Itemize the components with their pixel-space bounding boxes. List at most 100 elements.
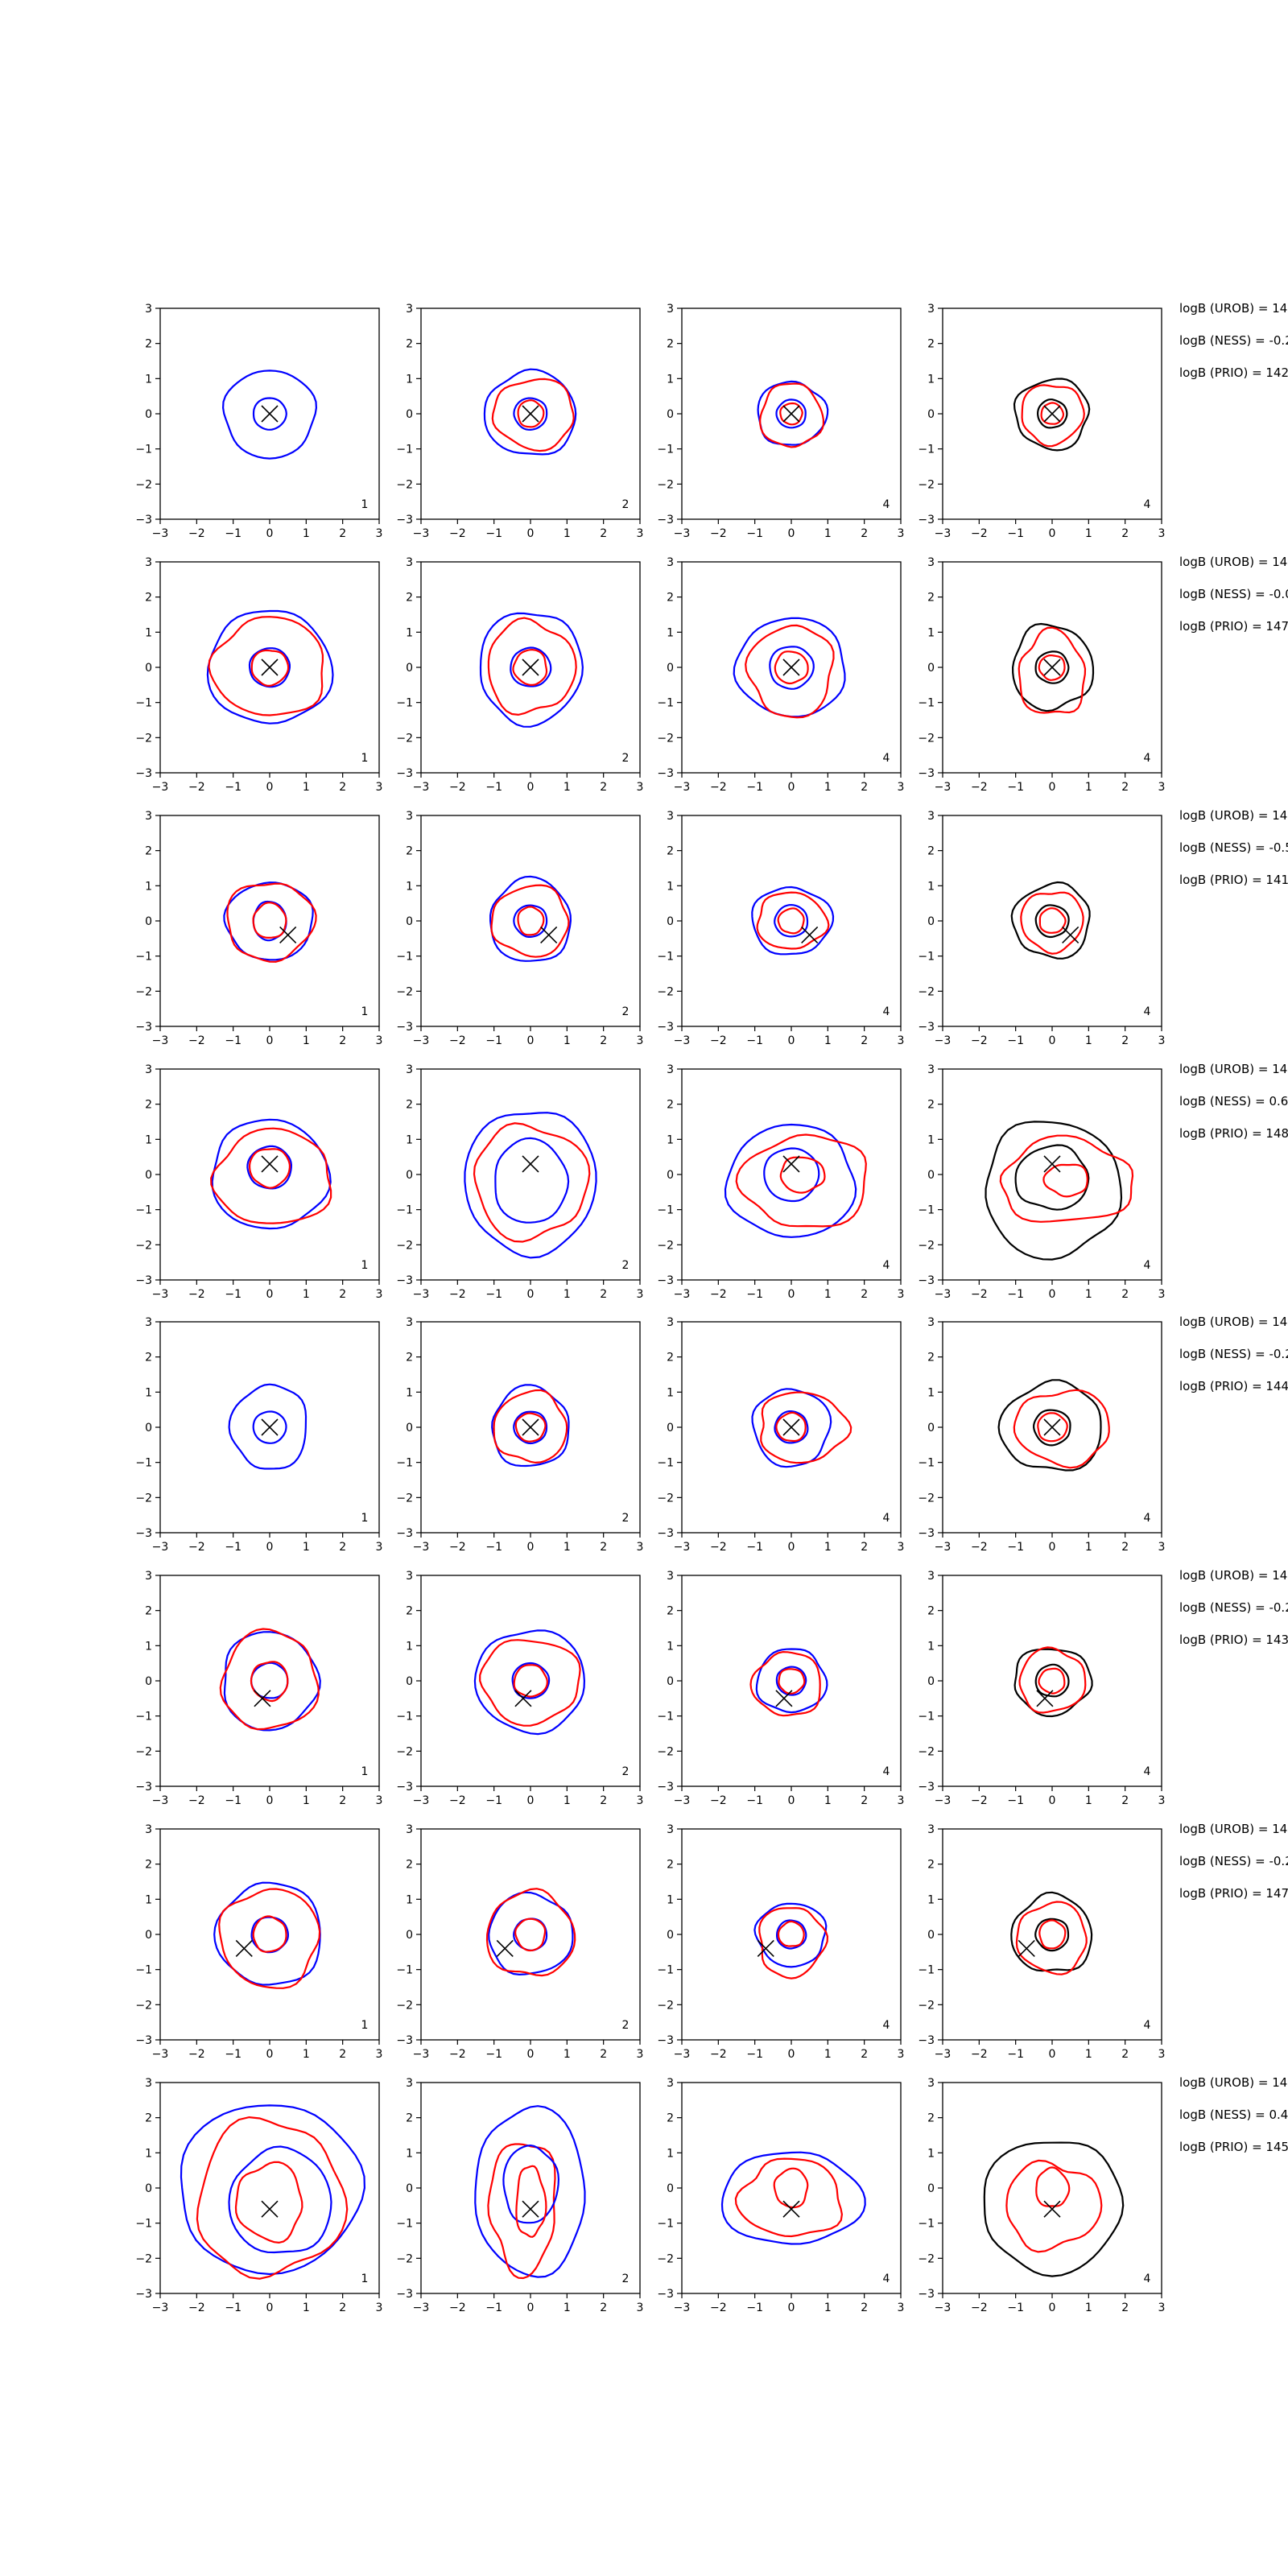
x-marker (522, 1155, 539, 1173)
y-tick-label: 3 (406, 810, 413, 823)
y-tick-label: −3 (918, 1274, 935, 1287)
x-tick-label: −1 (225, 2301, 242, 2314)
x-tick-label: −3 (413, 1034, 430, 1047)
x-marker (1043, 1418, 1061, 1436)
x-tick-label: 2 (600, 1541, 607, 1554)
red-contour (779, 402, 803, 426)
blue-contour (483, 368, 577, 456)
x-tick-label: −3 (413, 781, 430, 794)
red-contour (777, 1920, 805, 1947)
red-contour (485, 1888, 576, 1977)
x-marker (782, 1155, 800, 1173)
corner-label: 2 (622, 498, 630, 511)
black-contour (1034, 1663, 1070, 1698)
black-contour (1034, 650, 1070, 684)
x-marker (540, 926, 558, 944)
x-tick-label: −1 (225, 1541, 242, 1554)
x-tick-label: 1 (824, 781, 832, 794)
y-tick-label: 2 (406, 1099, 413, 1112)
panel-r2-c1: −3−3 −2 −2 −1 −1 0 0 1 1 2 2 3 3 1 (135, 556, 382, 794)
x-tick-label: −1 (225, 1288, 242, 1301)
x-tick-label: 1 (303, 2048, 310, 2061)
x-marker (757, 1939, 774, 1958)
y-tick-label: 1 (406, 1640, 413, 1653)
x-tick-label: −2 (449, 2301, 466, 2314)
y-tick-label: −1 (135, 697, 152, 710)
x-tick-label: −1 (225, 1794, 242, 1807)
red-contour (512, 648, 548, 686)
y-tick-label: 2 (667, 1099, 674, 1112)
y-tick-label: 0 (145, 662, 152, 675)
y-tick-label: −2 (135, 1239, 152, 1252)
y-tick-label: 0 (667, 1929, 674, 1942)
x-tick-label: 1 (824, 2048, 832, 2061)
x-tick-label: 0 (527, 1034, 535, 1047)
x-tick-label: 2 (1121, 1288, 1129, 1301)
x-marker (1043, 2200, 1061, 2218)
black-contour (1013, 1648, 1093, 1718)
x-tick-label: −3 (152, 1794, 169, 1807)
y-tick-label: 0 (667, 2182, 674, 2195)
y-tick-label: 3 (667, 1823, 674, 1836)
y-tick-label: 0 (406, 1675, 413, 1688)
x-tick-label: −2 (710, 1541, 727, 1554)
x-tick-label: −1 (485, 781, 502, 794)
y-tick-label: −2 (657, 985, 674, 998)
y-tick-label: 2 (927, 1605, 935, 1618)
y-tick-label: −2 (135, 478, 152, 491)
y-tick-label: 2 (406, 1605, 413, 1618)
y-tick-label: −1 (918, 1964, 935, 1977)
y-tick-label: 3 (406, 1316, 413, 1329)
x-tick-label: −1 (1007, 2301, 1024, 2314)
x-tick-label: 2 (339, 2048, 346, 2061)
x-tick-label: −2 (971, 527, 988, 540)
black-contour (1032, 1409, 1071, 1447)
y-tick-label: 3 (145, 1570, 152, 1583)
red-contour (760, 1391, 852, 1464)
y-tick-label: −3 (396, 2288, 413, 2301)
x-tick-label: 1 (564, 527, 571, 540)
y-tick-label: −1 (657, 1204, 674, 1217)
y-tick-label: 1 (667, 1893, 674, 1906)
y-tick-label: 0 (406, 1169, 413, 1182)
x-marker (1043, 405, 1061, 423)
red-contour (479, 1639, 581, 1727)
y-tick-label: 3 (145, 2077, 152, 2090)
y-tick-label: −2 (396, 1999, 413, 2012)
red-contour (759, 382, 824, 448)
y-tick-label: 0 (145, 408, 152, 421)
y-tick-label: 1 (927, 2147, 935, 2160)
x-marker (261, 1155, 279, 1173)
red-contour (517, 906, 545, 936)
x-tick-label: −2 (971, 1034, 988, 1047)
y-tick-label: 0 (145, 1929, 152, 1942)
x-marker (782, 405, 800, 423)
panel-r4-c3: −3−3 −2 −2 −1 −1 0 0 1 1 2 2 3 3 4 (657, 1063, 904, 1301)
x-tick-label: −1 (1007, 527, 1024, 540)
x-tick-label: 2 (600, 527, 607, 540)
y-tick-label: −3 (396, 2034, 413, 2047)
y-tick-label: −2 (657, 732, 674, 745)
blue-contour (775, 398, 807, 429)
y-tick-label: 2 (667, 1605, 674, 1618)
x-tick-label: 3 (637, 2301, 644, 2314)
y-tick-label: 1 (145, 626, 152, 639)
x-tick-label: −2 (449, 1288, 466, 1301)
red-contour (513, 1664, 548, 1698)
x-tick-label: 3 (898, 1034, 905, 1047)
red-contour (218, 1888, 321, 1989)
x-tick-label: 0 (266, 1794, 274, 1807)
axes-frame (942, 1068, 1162, 1281)
red-contour (734, 2157, 844, 2238)
panel-r8-c1: −3−3 −2 −2 −1 −1 0 0 1 1 2 2 3 3 1 (135, 2077, 382, 2314)
x-tick-label: 3 (376, 2301, 383, 2314)
y-tick-label: 2 (406, 1352, 413, 1364)
x-marker (1062, 926, 1080, 944)
red-contour (252, 1915, 287, 1953)
y-tick-label: −1 (135, 2218, 152, 2231)
x-tick-label: 0 (266, 2301, 274, 2314)
x-tick-label: −1 (485, 1794, 502, 1807)
y-tick-label: −3 (657, 2034, 674, 2047)
x-tick-label: 1 (1085, 527, 1092, 540)
logB-annotation: logB (PRIO) = 1433 (1179, 1633, 1288, 1647)
